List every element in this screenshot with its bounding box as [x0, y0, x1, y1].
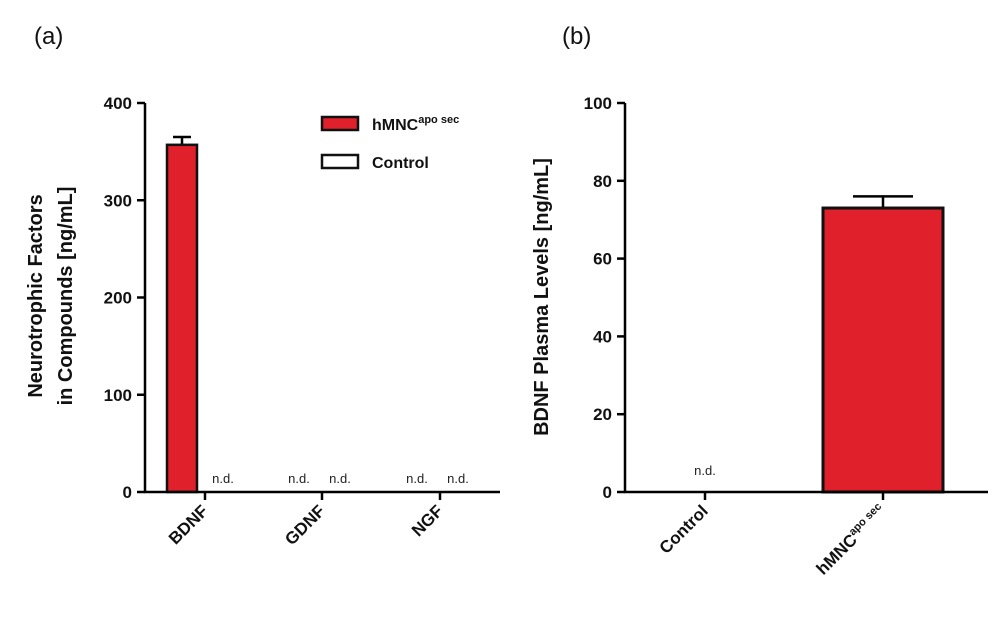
legend-label-hmnc: hMNCapo sec — [372, 114, 459, 134]
y-tick-label-100: 100 — [104, 386, 132, 405]
y-tick-label-400: 400 — [104, 94, 132, 113]
panel-a-axes — [143, 103, 500, 494]
y-tick-label-300: 300 — [104, 191, 132, 210]
panel-a-y-ticks: 0 100 200 300 400 — [104, 94, 145, 502]
panel-b-label: (b) — [562, 23, 591, 50]
legend-swatch-hmnc — [320, 115, 360, 132]
y-tick-label-b-80: 80 — [593, 172, 612, 191]
nd-label-NGF-Control: n.d. — [447, 471, 469, 486]
y-tick-label-200: 200 — [104, 289, 132, 308]
bar-b-hMNC — [821, 206, 945, 494]
y-tick-label-b-60: 60 — [593, 250, 612, 269]
panel-a-label: (a) — [34, 23, 63, 50]
panel-a-y-label-line1: Neurotrophic Factors — [25, 194, 47, 397]
panel-b-bars: n.d. — [694, 195, 945, 494]
panel-b-y-ticks: 0 20 40 60 80 100 — [584, 94, 625, 502]
bar-BDNF-hMNC — [165, 143, 199, 494]
y-tick-label-b-20: 20 — [593, 405, 612, 424]
category-label-b-Control: Control — [656, 501, 712, 557]
y-tick-label-b-0: 0 — [603, 483, 612, 502]
panel-b-y-label: BDNF Plasma Levels [ng/mL] — [531, 158, 553, 436]
panel-b-axes — [623, 103, 988, 494]
category-label-BDNF: BDNF — [165, 501, 212, 548]
panel-a-bars: n.d. n.d. n.d. n.d. n.d. — [165, 135, 469, 494]
panel-a-y-label-line2: in Compounds [ng/mL] — [55, 187, 77, 406]
panel-b-categories: Control hMNCapo sec — [656, 492, 890, 579]
legend-swatch-control — [320, 153, 360, 170]
panel-b: (b) BDNF Plasma Levels [ng/mL] 0 20 40 60 80… — [531, 23, 988, 579]
legend-label-control: Control — [372, 155, 429, 172]
category-label-NGF: NGF — [408, 501, 447, 540]
nd-label-NGF-hMNC: n.d. — [406, 471, 428, 486]
category-label-GDNF: GDNF — [281, 501, 328, 548]
panel-a: (a) Neurotrophic Factors in Compounds [n… — [25, 23, 500, 549]
nd-label-b-Control: n.d. — [694, 463, 716, 478]
panel-a-categories: BDNF GDNF NGF — [165, 492, 447, 549]
category-label-b-hMNC: hMNCapo sec — [812, 501, 890, 579]
y-tick-label-b-100: 100 — [584, 94, 612, 113]
panel-a-legend: hMNCapo sec Control — [320, 114, 459, 172]
nd-label-BDNF-Control: n.d. — [212, 471, 234, 486]
y-tick-label-b-40: 40 — [593, 327, 612, 346]
y-tick-label-0: 0 — [123, 483, 132, 502]
nd-label-GDNF-Control: n.d. — [329, 471, 351, 486]
nd-label-GDNF-hMNC: n.d. — [288, 471, 310, 486]
panel-a-y-label: Neurotrophic Factors in Compounds [ng/mL… — [25, 187, 77, 406]
